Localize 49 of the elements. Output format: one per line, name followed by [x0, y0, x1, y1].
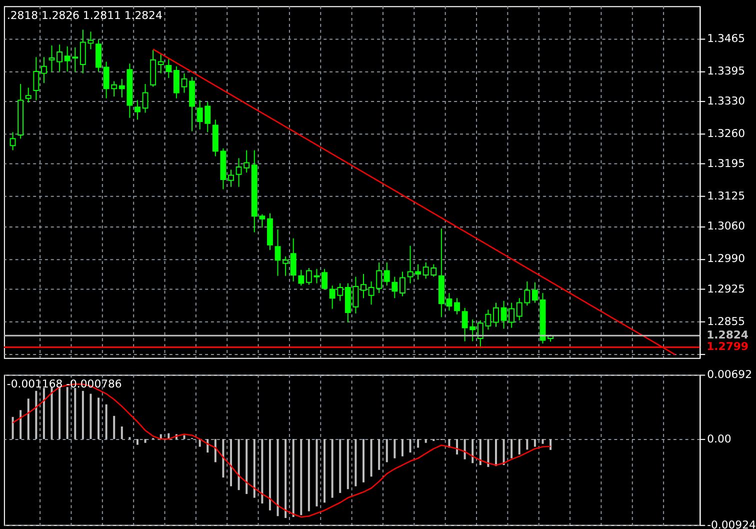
y-tick-label: 1.3330 [707, 94, 746, 108]
candlestick [446, 292, 452, 312]
candlestick [360, 274, 366, 299]
candlestick [41, 56, 47, 84]
y-tick-label: 1.3260 [707, 127, 746, 140]
candlestick [454, 298, 460, 315]
candlestick [314, 268, 320, 284]
candlestick [88, 31, 94, 50]
candlestick [532, 282, 538, 304]
candlestick [56, 44, 63, 72]
y-tick-label: -0.00924 [707, 518, 756, 529]
ref-line-label: 1.2799 [706, 340, 748, 354]
candlestick [282, 256, 289, 276]
candlestick [407, 245, 414, 284]
candlestick [96, 38, 102, 72]
candlestick [158, 53, 164, 74]
candlestick [142, 83, 148, 114]
y-tick-label: 1.3395 [707, 64, 746, 78]
candlestick [392, 276, 398, 299]
y-tick-label: 1.3125 [707, 190, 746, 203]
candlestick [415, 264, 422, 280]
candlestick [48, 45, 55, 72]
candlestick [181, 72, 188, 94]
candlestick [274, 229, 281, 276]
y-tick-label: 0.00 [707, 432, 732, 446]
candlestick [306, 268, 312, 286]
candlestick [228, 169, 234, 188]
candlestick [384, 262, 390, 286]
y-tick-label: 1.2855 [707, 314, 746, 328]
candlestick [166, 58, 172, 78]
ref-line-label: 1.2824 [706, 328, 749, 342]
candlestick [134, 100, 140, 120]
candlestick [33, 56, 40, 101]
y-tick-label: 1.3465 [707, 32, 746, 46]
y-tick-label: 1.3060 [707, 220, 746, 233]
candlestick [493, 302, 499, 328]
candlestick [25, 87, 32, 104]
y-tick-label: 0.00692 [707, 368, 752, 382]
candlestick [400, 271, 406, 297]
candlestick [10, 132, 16, 151]
y-tick-label: 1.3195 [707, 157, 746, 170]
candlestick [298, 269, 304, 286]
candlestick [322, 268, 328, 290]
y-tick-label: 1.2990 [707, 252, 746, 266]
candlestick [80, 29, 86, 74]
annotation: .2818 1.2826 1.2811 1.2824 [6, 8, 162, 22]
y-tick-label: 1.2925 [707, 282, 746, 296]
candlestick [290, 238, 296, 282]
candlestick [173, 66, 180, 99]
